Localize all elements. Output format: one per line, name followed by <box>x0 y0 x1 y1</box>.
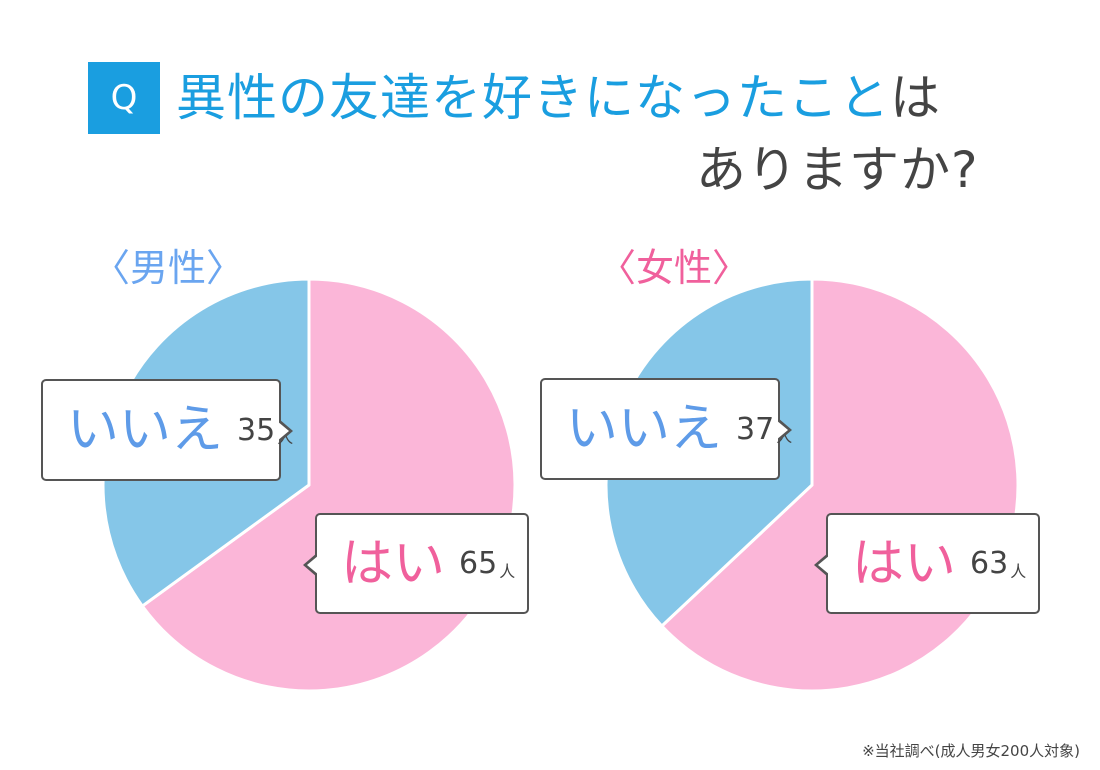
male-yes-callout: はい 65 人 <box>303 513 529 614</box>
male-no-value: 35 <box>237 412 276 448</box>
female-yes-value: 63 <box>970 546 1009 581</box>
page-title-line2: ありますか? <box>696 141 979 199</box>
male-chart-title: 〈男性〉 <box>92 246 245 290</box>
male-no-label: いいえ <box>67 400 224 460</box>
female-no-label: いいえ <box>566 399 723 459</box>
male-yes-unit: 人 <box>499 561 516 581</box>
male-yes-label: はい <box>341 533 446 594</box>
question-badge: Q <box>88 62 160 134</box>
female-yes-callout: はい 63 人 <box>814 513 1040 614</box>
footnote: ※当社調べ(成人男女200人対象) <box>862 742 1080 760</box>
female-yes-label: はい <box>852 533 957 594</box>
female-no-value: 37 <box>736 411 775 447</box>
title-accent: 異性の友達を好きになったこと <box>176 69 890 127</box>
page-title-line1: 異性の友達を好きになったことは <box>176 66 941 130</box>
male-yes-value: 65 <box>459 546 498 581</box>
male-no-callout: いいえ 35 人 <box>41 379 293 481</box>
title-rest: は <box>890 69 941 127</box>
female-yes-unit: 人 <box>1010 561 1027 581</box>
female-no-callout: いいえ 37 人 <box>540 378 792 480</box>
female-chart-title: 〈女性〉 <box>598 246 751 290</box>
